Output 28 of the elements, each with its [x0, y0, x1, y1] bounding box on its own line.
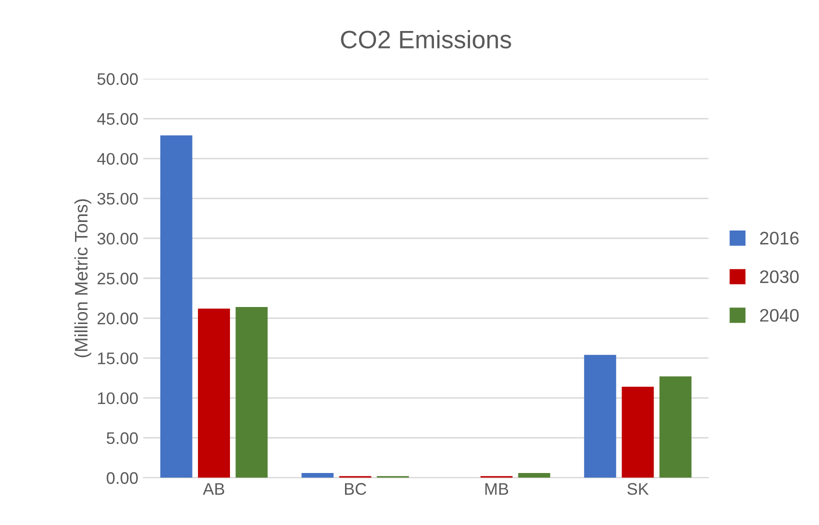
bar: [518, 472, 550, 478]
bar: [302, 472, 334, 478]
x-tick-label: SK: [627, 483, 649, 495]
y-tick-label: 35.00: [97, 192, 138, 205]
y-tick-label: 50.00: [97, 73, 138, 85]
x-tick-label: AB: [202, 483, 224, 495]
legend-label: 2016: [760, 232, 799, 245]
legend-label: 2030: [760, 270, 799, 284]
y-tick-label: 25.00: [98, 272, 138, 284]
x-tick-label: MB: [485, 483, 508, 495]
legend-label: 2040: [760, 308, 799, 322]
y-axis-title: (Million Metric Tons): [74, 199, 92, 358]
y-tick-label: 0.00: [106, 472, 138, 484]
y-tick-label: 5.00: [106, 432, 138, 444]
y-tick-label: 40.00: [97, 152, 138, 165]
y-tick-label: 45.00: [97, 113, 138, 125]
bar: [160, 135, 192, 478]
y-tick-label: 30.00: [97, 232, 138, 245]
y-tick-label: 10.00: [98, 392, 138, 404]
bar: [198, 308, 230, 478]
bar: [236, 306, 268, 478]
bar: [622, 386, 654, 478]
bar: [659, 376, 692, 478]
x-tick-label: BC: [345, 483, 366, 495]
y-tick-label: 20.00: [98, 312, 138, 324]
bar: [584, 354, 616, 478]
y-tick-label: 15.00: [98, 352, 138, 364]
chart-title: CO2 Emissions: [341, 30, 512, 48]
